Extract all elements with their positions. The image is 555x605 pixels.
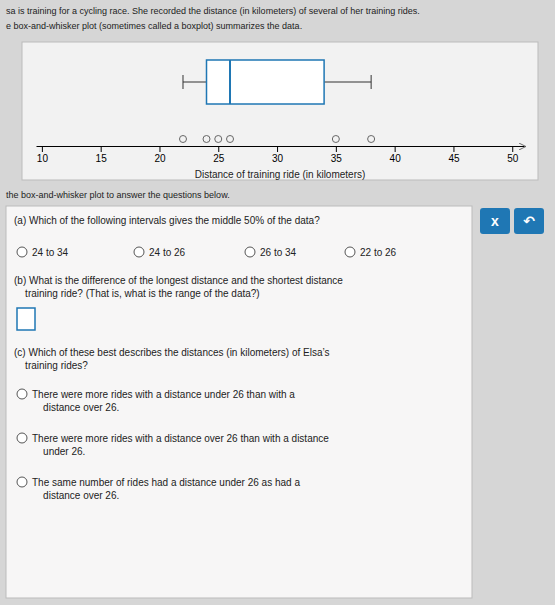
- whisker: [324, 82, 371, 83]
- tick: 45: [448, 146, 460, 164]
- tick-mark: [218, 146, 219, 152]
- tick-label: 15: [96, 153, 108, 164]
- option-label: There were more rides with a distance ov…: [32, 433, 329, 457]
- x-axis: 10 15 20 25 30 35 40 45 50: [37, 146, 525, 164]
- tick-mark: [453, 146, 454, 152]
- option-label: 22 to 26: [360, 247, 397, 258]
- tick: 50: [507, 146, 519, 164]
- question: (a) Which of the following intervals giv…: [14, 215, 320, 226]
- tick-mark: [101, 146, 102, 152]
- tick-label: 45: [448, 153, 460, 164]
- radio-button[interactable]: [345, 247, 355, 257]
- tick: 10: [37, 146, 49, 164]
- button-background[interactable]: [480, 208, 510, 234]
- x-axis-title: Distance of training ride (in kilometers…: [195, 169, 366, 180]
- title-line: sa is training for a cycling race. She r…: [6, 6, 420, 16]
- data-point: [203, 136, 210, 143]
- tick-label: 35: [331, 153, 343, 164]
- tick: 35: [331, 146, 343, 164]
- option-label: 24 to 26: [149, 247, 186, 258]
- tick-label: 40: [390, 153, 402, 164]
- button-label[interactable]: x: [491, 213, 499, 229]
- data-point: [227, 136, 234, 143]
- radio-button[interactable]: [245, 247, 255, 257]
- option-label: There were more rides with a distance un…: [32, 389, 295, 413]
- tick-mark: [159, 146, 160, 152]
- radio-button[interactable]: [17, 247, 27, 257]
- median-line: [229, 60, 231, 104]
- whisker-cap: [371, 75, 372, 89]
- radio-button[interactable]: [17, 477, 27, 487]
- plot-panel: [22, 42, 538, 180]
- radio-button[interactable]: [17, 433, 27, 443]
- tick: 15: [96, 146, 108, 164]
- tick-label: 50: [507, 153, 519, 164]
- tick-label: 10: [37, 153, 49, 164]
- title-line: e box-and-whisker plot (sometimes called…: [6, 21, 302, 31]
- option-label: 26 to 34: [260, 247, 297, 258]
- button[interactable]: x: [480, 208, 510, 234]
- tick-label: 20: [154, 153, 166, 164]
- tick: 30: [272, 146, 284, 164]
- button-label[interactable]: ↶: [523, 213, 535, 229]
- option-label: 24 to 34: [32, 247, 69, 258]
- answer-box[interactable]: [17, 308, 35, 330]
- data-point: [368, 136, 375, 143]
- tick-mark: [512, 146, 513, 152]
- tick: 20: [154, 146, 166, 164]
- box: [207, 60, 325, 104]
- radio-button[interactable]: [17, 389, 27, 399]
- question: (b) What is the difference of the longes…: [14, 275, 343, 299]
- axis-line: [37, 146, 525, 147]
- whisker-cap: [182, 75, 183, 89]
- tick-mark: [277, 146, 278, 152]
- tick: 25: [213, 146, 225, 164]
- tick-label: 25: [213, 153, 225, 164]
- subtitle: the box-and-whisker plot to answer the q…: [6, 190, 230, 200]
- data-point: [179, 136, 186, 143]
- question: (c) Which of these best describes the di…: [14, 347, 330, 371]
- plot-area: [179, 60, 374, 143]
- button-background[interactable]: [514, 208, 544, 234]
- tick: 40: [390, 146, 402, 164]
- radio-button[interactable]: [134, 247, 144, 257]
- tick-mark: [42, 146, 43, 152]
- tick-mark: [395, 146, 396, 152]
- data-point: [215, 136, 222, 143]
- button[interactable]: ↶: [514, 208, 544, 234]
- whisker: [183, 82, 207, 83]
- data-point: [332, 136, 339, 143]
- option-label: The same number of rides had a distance …: [32, 477, 300, 501]
- page: sa is training for a cycling race. She r…: [0, 0, 555, 605]
- question-panel: [6, 206, 472, 598]
- tick-mark: [336, 146, 337, 152]
- tick-label: 30: [272, 153, 284, 164]
